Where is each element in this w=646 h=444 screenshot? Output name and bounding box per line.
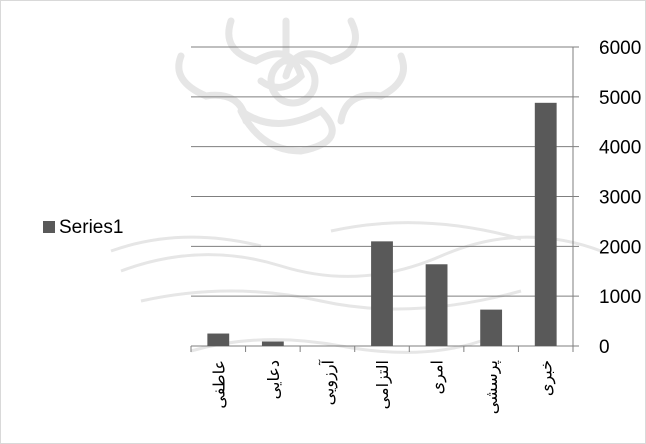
y-tick-label: 1000: [599, 287, 641, 308]
bar-1: [207, 333, 230, 346]
category-label: دعایی: [264, 360, 283, 399]
category-label: خبری: [537, 360, 557, 396]
category-label: امری: [428, 360, 448, 394]
category-label: آرزویی: [318, 358, 338, 405]
y-tick-label: 2000: [599, 237, 641, 258]
bar-5: [425, 264, 448, 346]
bar-4: [371, 241, 393, 346]
category-label: عاطفی: [209, 360, 228, 409]
category-label: التزامی: [373, 360, 393, 409]
legend-swatch: [43, 221, 55, 233]
bar-6: [480, 309, 503, 346]
y-tick-label: 6000: [599, 38, 641, 59]
y-tick-label: 0: [599, 337, 610, 358]
y-tick-label: 3000: [599, 188, 641, 209]
bar-2: [261, 341, 284, 346]
y-tick-label: 5000: [599, 88, 641, 109]
bar-7: [534, 102, 557, 347]
y-tick-label: 4000: [599, 138, 641, 159]
category-label: پرسشی: [482, 360, 502, 414]
legend-label: Series1: [59, 217, 123, 238]
